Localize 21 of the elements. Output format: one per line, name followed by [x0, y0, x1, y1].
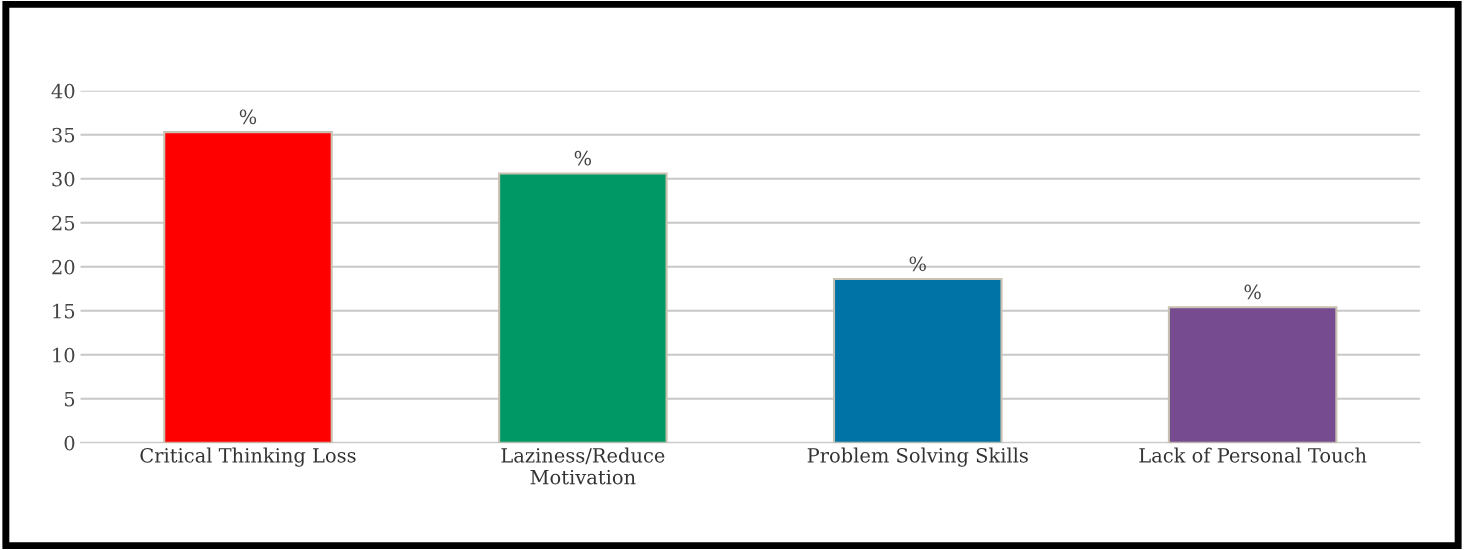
x-tick-label: Problem Solving Skills [807, 447, 1028, 467]
y-tick-label: 35 [52, 127, 75, 143]
x-tick-label: Critical Thinking Loss [140, 447, 356, 467]
x-tick-label: Lack of Personal Touch [1139, 447, 1367, 463]
bar [498, 172, 668, 443]
data-label: % [574, 150, 592, 166]
bar [163, 131, 333, 443]
y-tick-label: 10 [53, 347, 75, 363]
bar [832, 278, 1003, 443]
y-tick-label: 30 [52, 171, 75, 187]
y-tick-label: 40 [51, 83, 75, 99]
bar [1167, 306, 1338, 443]
x-tick-label: Laziness/Reduce Motivation [501, 447, 665, 485]
y-tick-label: 5 [64, 391, 75, 407]
y-tick-label: 15 [53, 303, 75, 319]
y-tick-label: 0 [64, 435, 75, 451]
y-tick-label: 20 [52, 259, 75, 275]
y-tick-label: 25 [52, 215, 75, 231]
data-label: % [1244, 284, 1261, 300]
data-label: % [239, 109, 257, 125]
data-label: % [909, 256, 926, 272]
